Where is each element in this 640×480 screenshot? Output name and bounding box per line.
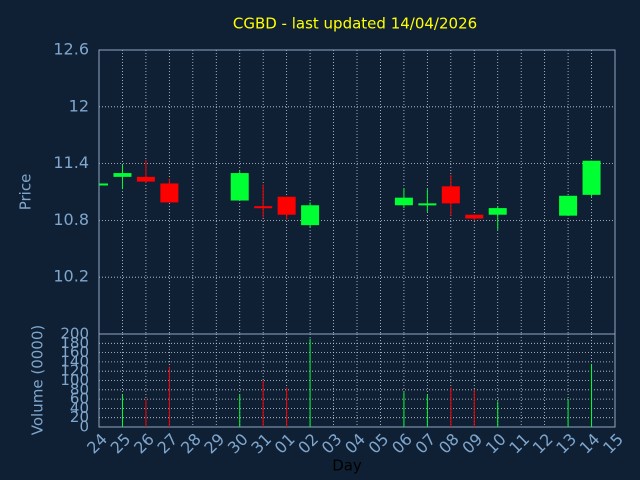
volume-axis-label: Volume (0000) [29, 325, 47, 435]
candle-body [582, 160, 601, 195]
y-tick-label: 12 [69, 96, 89, 115]
y-tick-label: 11.4 [53, 153, 89, 172]
candle-body [559, 195, 578, 216]
candles [99, 159, 601, 230]
volume-tick-label: 200 [60, 325, 89, 343]
y-tick-label: 12.6 [53, 40, 89, 59]
volume-tick-label: 160 [60, 343, 89, 361]
candle-body [301, 205, 320, 226]
volume-tick-label: 0 [79, 418, 89, 436]
volume-tick-label: 60 [70, 390, 89, 408]
volume-tick-label: 40 [70, 399, 89, 417]
candle-body [277, 196, 296, 215]
y-tick-label: 10.8 [53, 210, 89, 229]
volume-frame [98, 333, 616, 428]
candle-body [254, 206, 273, 209]
volume-tick-label: 80 [70, 380, 89, 398]
volume-tick-label: 120 [60, 362, 89, 380]
volume-tick-label: 180 [60, 334, 89, 352]
x-axis-label: Day [332, 457, 362, 475]
candle-body [441, 186, 460, 204]
candle-body [465, 214, 484, 219]
candle-body [394, 197, 413, 206]
candle-body [113, 173, 132, 177]
candle-body [418, 203, 437, 206]
volume-tick-label: 140 [60, 352, 89, 370]
y-tick-label: 10.2 [53, 267, 89, 286]
y-axis-label: Price [17, 174, 35, 211]
candle-body [99, 183, 108, 186]
candle-body [488, 208, 507, 215]
chart-title: CGBD - last updated 14/04/2026 [233, 15, 477, 33]
candle-body [230, 173, 249, 201]
candle-body [136, 176, 155, 182]
candle-body [160, 183, 179, 203]
volume-tick-label: 100 [60, 371, 89, 389]
volume-tick-label: 20 [70, 408, 89, 426]
